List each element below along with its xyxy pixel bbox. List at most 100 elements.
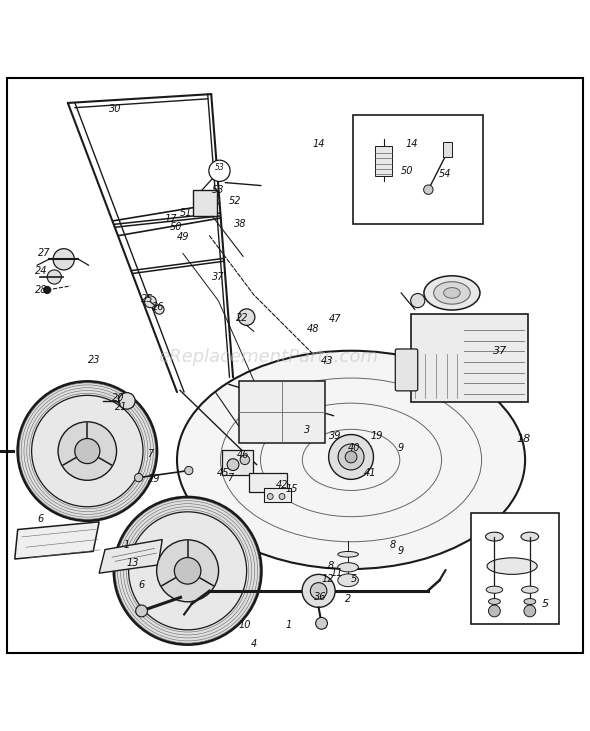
Ellipse shape [337, 563, 359, 572]
Text: 14: 14 [312, 139, 325, 149]
Text: 9: 9 [398, 443, 404, 453]
Circle shape [136, 605, 148, 617]
Circle shape [18, 382, 157, 520]
Text: 2: 2 [345, 594, 351, 604]
Circle shape [135, 474, 143, 482]
Text: 54: 54 [439, 169, 452, 179]
Circle shape [209, 160, 230, 181]
Text: 3: 3 [304, 425, 310, 436]
Bar [471, 513, 559, 624]
Text: 10: 10 [238, 620, 251, 630]
Bar [264, 488, 291, 502]
Text: 24: 24 [35, 266, 48, 276]
Bar [443, 143, 452, 157]
Text: 13: 13 [126, 558, 139, 568]
Circle shape [129, 512, 247, 630]
Circle shape [185, 466, 193, 474]
Text: 19: 19 [370, 431, 383, 442]
Text: 8: 8 [327, 561, 333, 571]
Ellipse shape [337, 574, 359, 587]
Ellipse shape [486, 532, 503, 541]
Ellipse shape [424, 276, 480, 310]
Polygon shape [99, 539, 162, 573]
Ellipse shape [521, 532, 539, 541]
Bar [375, 146, 392, 175]
Text: 50: 50 [169, 221, 182, 232]
Text: 22: 22 [235, 314, 248, 323]
Text: 47: 47 [329, 314, 342, 325]
Text: 17: 17 [165, 214, 178, 224]
Text: 41: 41 [364, 468, 377, 478]
Text: 14: 14 [405, 139, 418, 149]
Circle shape [175, 558, 201, 584]
Circle shape [47, 270, 61, 284]
Text: 12: 12 [321, 574, 334, 584]
Text: 37: 37 [493, 346, 507, 356]
Circle shape [58, 422, 117, 480]
Text: 38: 38 [234, 219, 247, 229]
Ellipse shape [177, 351, 525, 569]
Text: eReplacementParts.com: eReplacementParts.com [159, 348, 378, 366]
Text: 53: 53 [215, 163, 224, 173]
Text: 8: 8 [389, 540, 395, 550]
Circle shape [411, 294, 425, 308]
Circle shape [342, 451, 360, 469]
Circle shape [424, 185, 433, 194]
Circle shape [32, 395, 143, 507]
Text: 6: 6 [139, 580, 145, 590]
Circle shape [345, 451, 357, 463]
Ellipse shape [486, 586, 503, 594]
Text: 29: 29 [148, 474, 161, 484]
Circle shape [238, 309, 255, 325]
Text: 7: 7 [227, 473, 233, 482]
Circle shape [227, 459, 239, 471]
Circle shape [302, 575, 335, 607]
Bar [193, 189, 217, 216]
Ellipse shape [487, 558, 537, 575]
Text: 5: 5 [351, 574, 357, 584]
Text: 45: 45 [217, 468, 230, 478]
Circle shape [267, 493, 273, 499]
Text: 23: 23 [88, 355, 101, 365]
Ellipse shape [489, 599, 500, 605]
Bar [353, 115, 483, 224]
Text: 28: 28 [35, 285, 48, 295]
Text: 11: 11 [330, 568, 343, 578]
Text: 30: 30 [109, 104, 122, 114]
Text: 4: 4 [251, 639, 257, 649]
Text: 53: 53 [212, 185, 225, 194]
Text: 26: 26 [152, 301, 165, 311]
Circle shape [44, 287, 51, 294]
Ellipse shape [434, 281, 470, 304]
Text: 51: 51 [179, 208, 192, 219]
Circle shape [279, 493, 285, 499]
Circle shape [53, 249, 74, 270]
Circle shape [157, 540, 218, 602]
Text: 1: 1 [286, 620, 292, 630]
Text: 36: 36 [314, 592, 327, 602]
Circle shape [145, 296, 156, 308]
Text: 48: 48 [306, 324, 319, 334]
Ellipse shape [524, 599, 536, 605]
Text: 52: 52 [228, 197, 241, 206]
Text: 27: 27 [38, 249, 51, 258]
Circle shape [338, 444, 364, 470]
Circle shape [310, 583, 327, 599]
Text: 15: 15 [286, 485, 299, 494]
Polygon shape [15, 522, 99, 559]
Circle shape [332, 441, 370, 479]
Circle shape [316, 618, 327, 629]
Text: 42: 42 [276, 480, 289, 490]
Circle shape [489, 605, 500, 617]
Text: 6: 6 [37, 514, 43, 524]
Text: 46: 46 [237, 450, 250, 461]
Text: 39: 39 [329, 431, 342, 442]
Bar [222, 450, 253, 475]
Text: 20: 20 [112, 393, 124, 403]
Text: 40: 40 [348, 443, 360, 453]
Text: 5: 5 [542, 599, 549, 610]
Bar [239, 382, 324, 444]
Ellipse shape [522, 586, 538, 594]
Text: 21: 21 [114, 402, 127, 412]
Circle shape [240, 455, 250, 465]
